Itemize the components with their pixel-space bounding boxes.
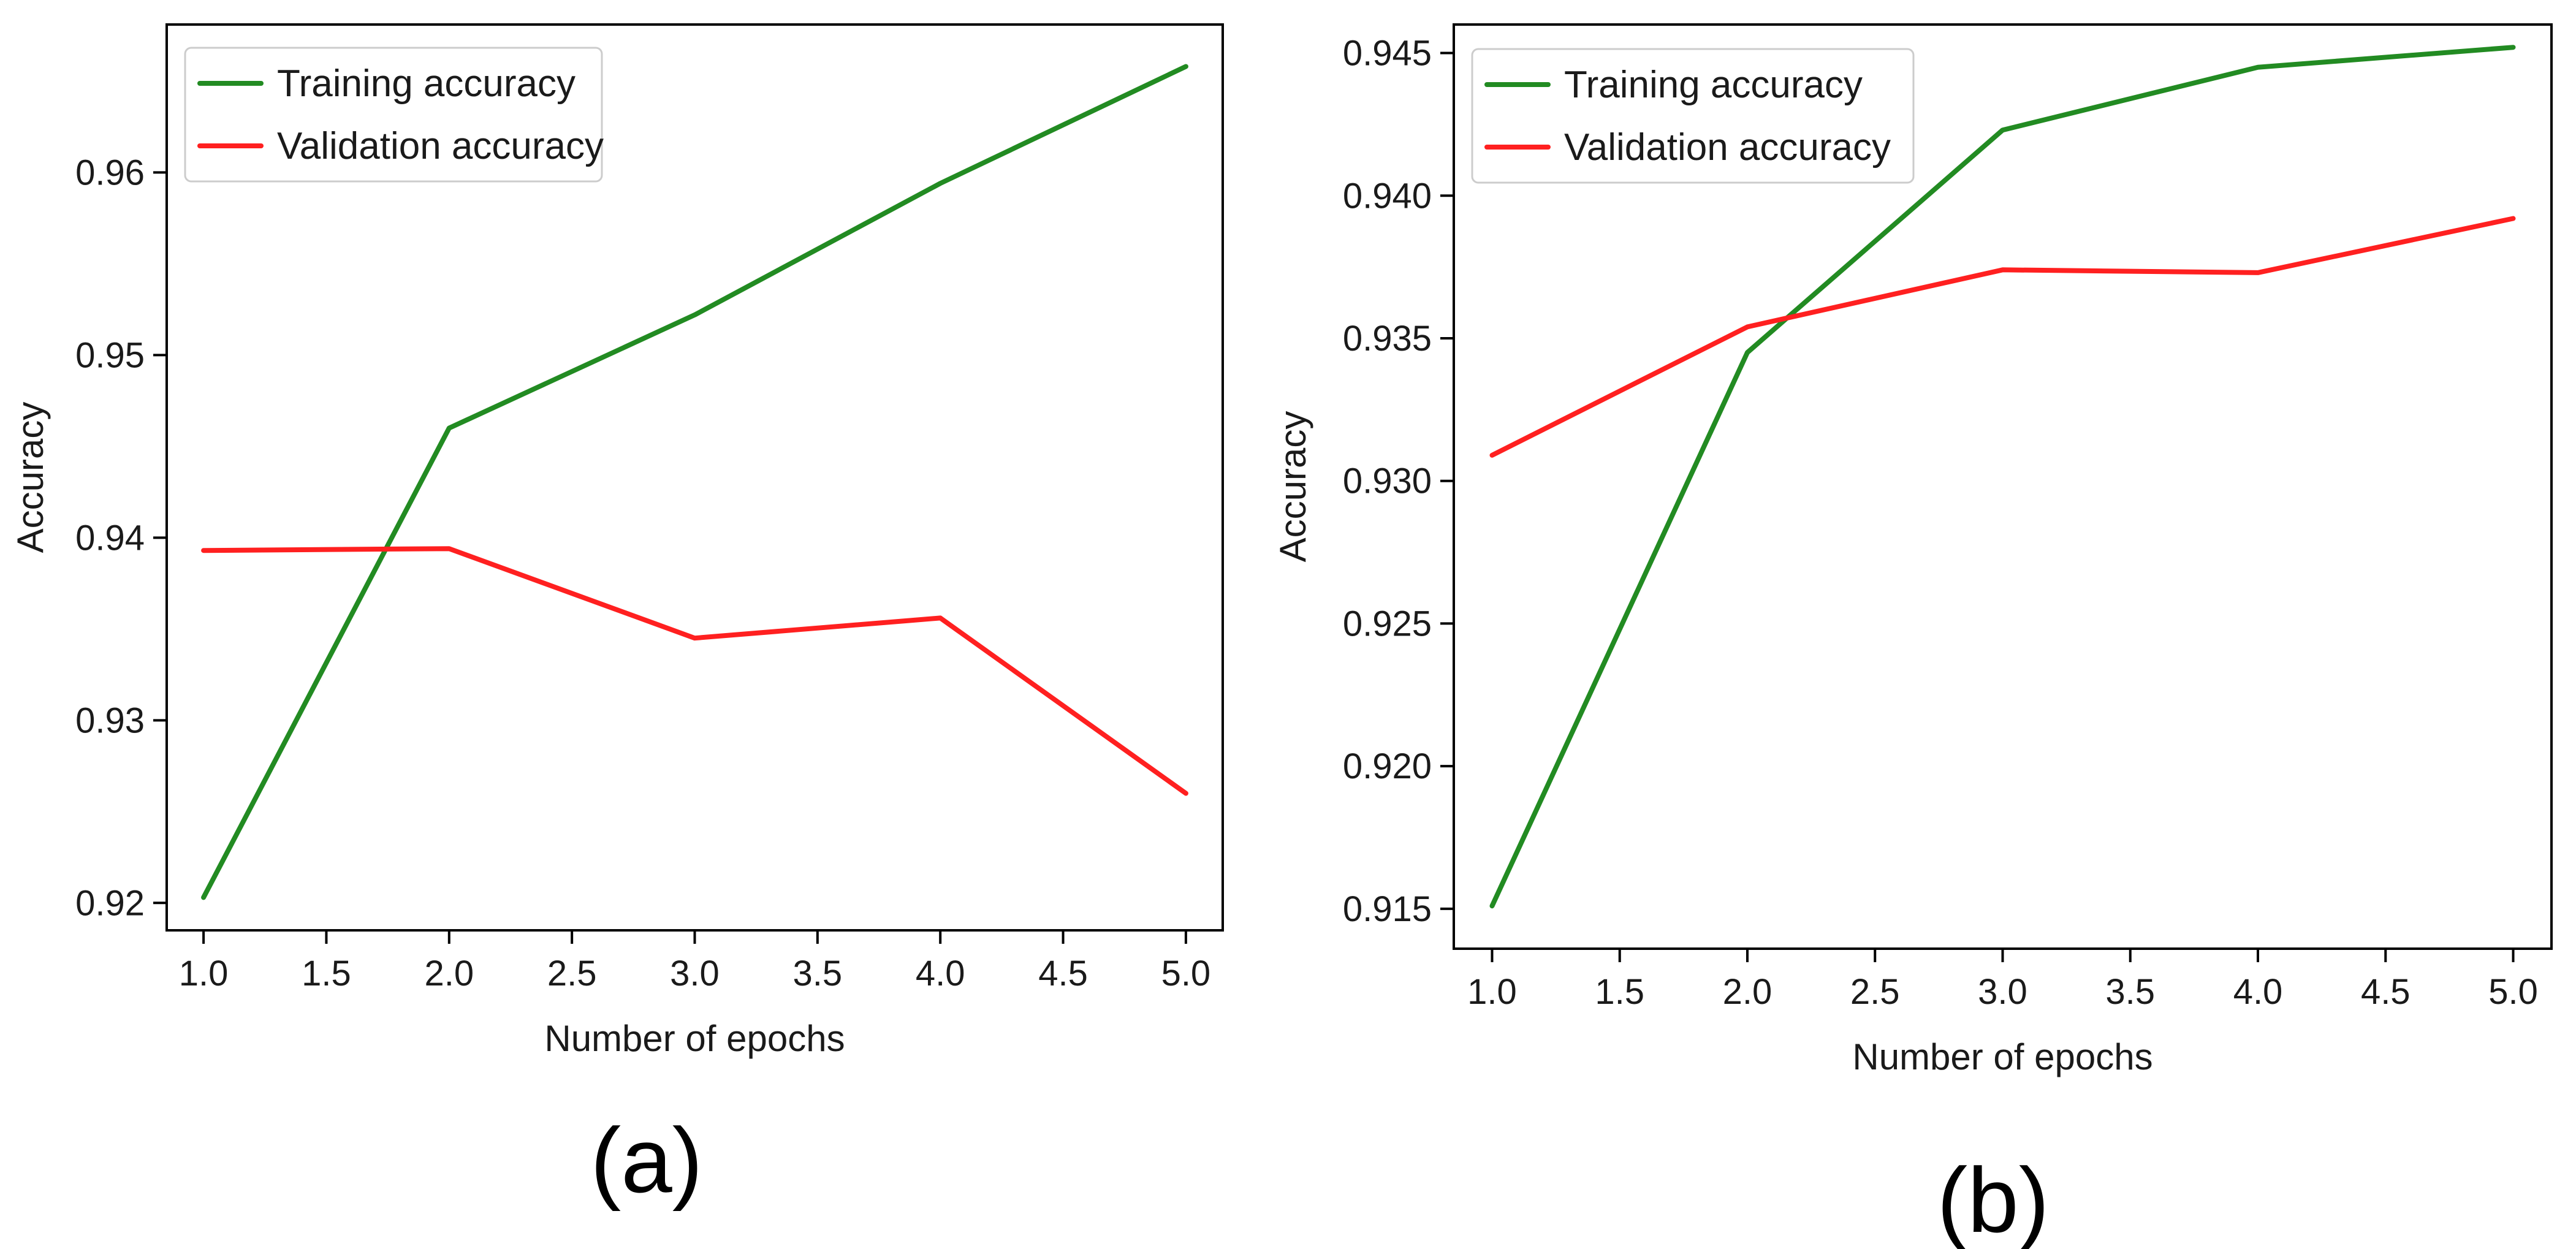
legend-label: Training accuracy [1564, 64, 1863, 106]
x-tick-label: 4.0 [2233, 972, 2283, 1012]
legend-label: Validation accuracy [1564, 126, 1891, 169]
x-tick-label: 3.5 [2105, 972, 2155, 1012]
legend-label: Validation accuracy [277, 125, 604, 167]
legend-box [184, 47, 603, 183]
y-tick-label: 0.935 [1343, 319, 1432, 359]
y-tick-label: 0.95 [75, 335, 145, 375]
y-tick-label: 0.93 [75, 700, 145, 740]
legend: Training accuracy Validation accuracy [184, 47, 604, 183]
x-tick-label: 3.5 [793, 954, 843, 993]
x-tick-label: 1.5 [1595, 972, 1644, 1012]
x-tick-label: 3.0 [670, 954, 720, 993]
y-tick-label: 0.915 [1343, 889, 1432, 929]
y-tick-label: 0.96 [75, 153, 145, 192]
y-tick-label: 0.940 [1343, 176, 1432, 216]
x-tick-label: 2.5 [547, 954, 597, 993]
y-axis-label: Accuracy [10, 402, 51, 553]
x-tick-label: 4.5 [1038, 954, 1088, 993]
series-line-validation [1489, 216, 2516, 458]
panel-b: 1.0 1.5 2.0 2.5 3.0 3.5 4.0 4.5 5.0 0.915 0.920 0.9… [1272, 23, 2553, 1249]
legend-label: Training accuracy [277, 63, 576, 105]
x-tick-label: 2.5 [1850, 972, 1900, 1012]
y-tick-label: 0.94 [75, 518, 145, 558]
y-tick-label: 0.945 [1343, 34, 1432, 74]
x-tick-label: 1.0 [179, 954, 229, 993]
x-tick-label: 5.0 [1161, 954, 1211, 993]
y-tick-label: 0.930 [1343, 461, 1432, 501]
legend: Training accuracy Validation accuracy [1471, 48, 1915, 184]
panel-a: 1.0 1.5 2.0 2.5 3.0 3.5 4.0 4.5 5.0 0.92 0.93 0.94 0… [10, 23, 1224, 1212]
x-axis-label: Number of epochs [544, 1018, 845, 1059]
y-tick-label: 0.920 [1343, 746, 1432, 786]
y-tick-label: 0.925 [1343, 604, 1432, 643]
x-tick-label: 4.5 [2361, 972, 2411, 1012]
panel-label: (b) [1937, 1148, 2049, 1249]
x-tick-label: 1.0 [1467, 972, 1517, 1012]
x-tick-label: 4.0 [916, 954, 965, 993]
y-tick-label: 0.92 [75, 883, 145, 923]
series-line-training [1489, 45, 2516, 909]
x-tick-label: 2.0 [424, 954, 474, 993]
x-tick-label: 5.0 [2488, 972, 2538, 1012]
series-line-validation [201, 546, 1188, 796]
x-tick-label: 1.5 [302, 954, 351, 993]
y-axis-label: Accuracy [1272, 411, 1313, 563]
x-tick-label: 2.0 [1723, 972, 1772, 1012]
panel-label: (a) [590, 1109, 702, 1212]
x-axis-label: Number of epochs [1852, 1036, 2152, 1077]
legend-box [1471, 48, 1915, 184]
series-line-training [201, 64, 1188, 900]
x-tick-label: 3.0 [1978, 972, 2027, 1012]
